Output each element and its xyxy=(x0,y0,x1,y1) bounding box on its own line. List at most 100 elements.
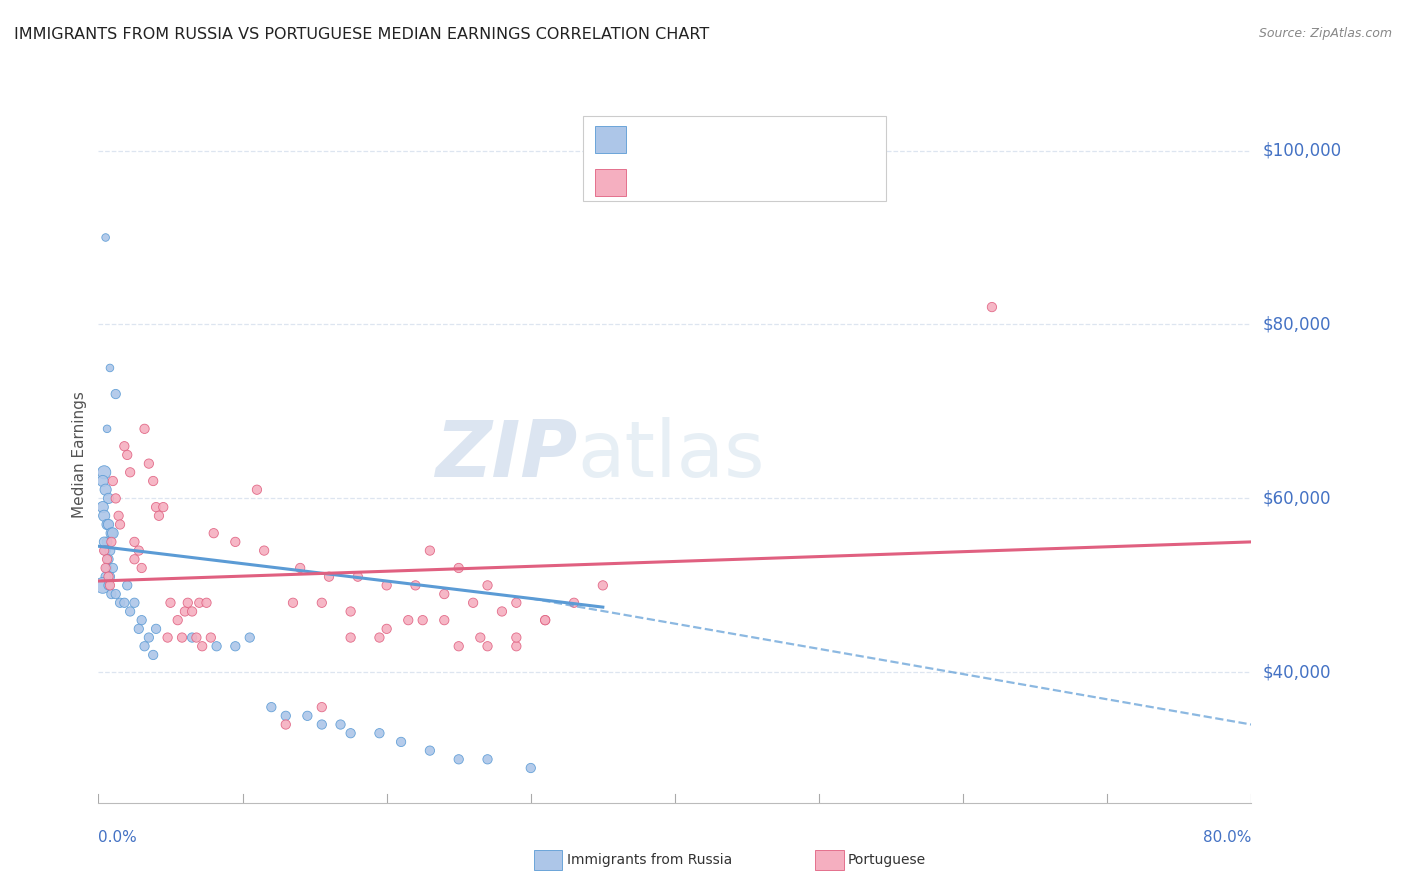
Point xyxy=(128,622,150,636)
Point xyxy=(112,596,135,610)
Point xyxy=(505,631,527,645)
Point xyxy=(131,561,153,575)
Point xyxy=(94,570,117,584)
Point xyxy=(159,596,181,610)
Point xyxy=(124,535,146,549)
Point xyxy=(592,578,614,592)
Point xyxy=(191,639,214,653)
Point xyxy=(181,605,204,619)
Point xyxy=(97,552,120,566)
Point xyxy=(120,466,142,480)
Point xyxy=(375,578,398,592)
Point xyxy=(346,570,368,584)
Point xyxy=(297,708,319,723)
Point xyxy=(224,639,246,653)
Point xyxy=(188,596,211,610)
Point xyxy=(96,552,118,566)
Point xyxy=(148,508,170,523)
Point xyxy=(108,596,131,610)
Point xyxy=(91,578,114,592)
Point xyxy=(389,735,412,749)
Point xyxy=(108,517,131,532)
Point xyxy=(224,535,246,549)
Point xyxy=(117,578,138,592)
Point xyxy=(477,639,499,653)
Text: N =: N = xyxy=(735,132,769,147)
Point xyxy=(260,700,283,714)
Point xyxy=(562,596,585,610)
Point xyxy=(311,700,333,714)
Point xyxy=(461,596,484,610)
Point xyxy=(138,631,160,645)
Text: Portuguese: Portuguese xyxy=(848,853,927,867)
Point xyxy=(100,526,122,541)
Point xyxy=(396,613,419,627)
Point xyxy=(447,639,470,653)
Point xyxy=(101,474,124,488)
Text: R =: R = xyxy=(631,132,665,147)
Point xyxy=(134,639,156,653)
Text: ZIP: ZIP xyxy=(434,417,576,493)
Point xyxy=(470,631,492,645)
Point xyxy=(91,500,114,514)
Text: $80,000: $80,000 xyxy=(1263,316,1331,334)
Point xyxy=(96,517,118,532)
Point xyxy=(101,526,124,541)
Point xyxy=(100,587,122,601)
Point xyxy=(93,543,115,558)
Point xyxy=(368,631,391,645)
Point xyxy=(186,631,208,645)
Point xyxy=(97,517,120,532)
Point xyxy=(200,631,222,645)
Point xyxy=(177,596,200,610)
Text: -0.133: -0.133 xyxy=(661,132,716,147)
Point xyxy=(311,717,333,731)
Point xyxy=(477,578,499,592)
Point xyxy=(311,596,333,610)
Point xyxy=(104,387,127,401)
Point xyxy=(156,631,179,645)
Y-axis label: Median Earnings: Median Earnings xyxy=(72,392,87,518)
Point xyxy=(375,622,398,636)
Point xyxy=(94,483,117,497)
Text: 54: 54 xyxy=(766,132,787,147)
Point xyxy=(318,570,340,584)
Point xyxy=(290,561,312,575)
Point xyxy=(93,535,115,549)
Point xyxy=(170,631,193,645)
Point xyxy=(145,500,167,514)
Point xyxy=(174,605,197,619)
Point xyxy=(104,587,127,601)
Point xyxy=(433,613,456,627)
Text: 80.0%: 80.0% xyxy=(1204,830,1251,845)
Point xyxy=(124,596,146,610)
Point xyxy=(339,605,361,619)
Point xyxy=(520,761,543,775)
Text: 0.0%: 0.0% xyxy=(98,830,138,845)
Point xyxy=(100,535,122,549)
Point xyxy=(94,230,117,244)
Point xyxy=(94,543,117,558)
Point xyxy=(104,491,127,506)
Point xyxy=(505,596,527,610)
Point xyxy=(101,561,124,575)
Point xyxy=(405,578,427,592)
Point xyxy=(142,648,165,662)
Point xyxy=(120,605,142,619)
Point xyxy=(145,622,167,636)
Point xyxy=(239,631,262,645)
Point xyxy=(134,422,156,436)
Text: 72: 72 xyxy=(766,175,787,190)
Point xyxy=(93,508,115,523)
Point xyxy=(166,613,188,627)
Point xyxy=(142,474,165,488)
Point xyxy=(93,466,115,480)
Point xyxy=(339,631,361,645)
Text: Immigrants from Russia: Immigrants from Russia xyxy=(567,853,733,867)
Point xyxy=(447,752,470,766)
Point xyxy=(97,570,120,584)
Point xyxy=(339,726,361,740)
Point xyxy=(433,587,456,601)
Point xyxy=(419,744,441,758)
Point xyxy=(107,508,129,523)
